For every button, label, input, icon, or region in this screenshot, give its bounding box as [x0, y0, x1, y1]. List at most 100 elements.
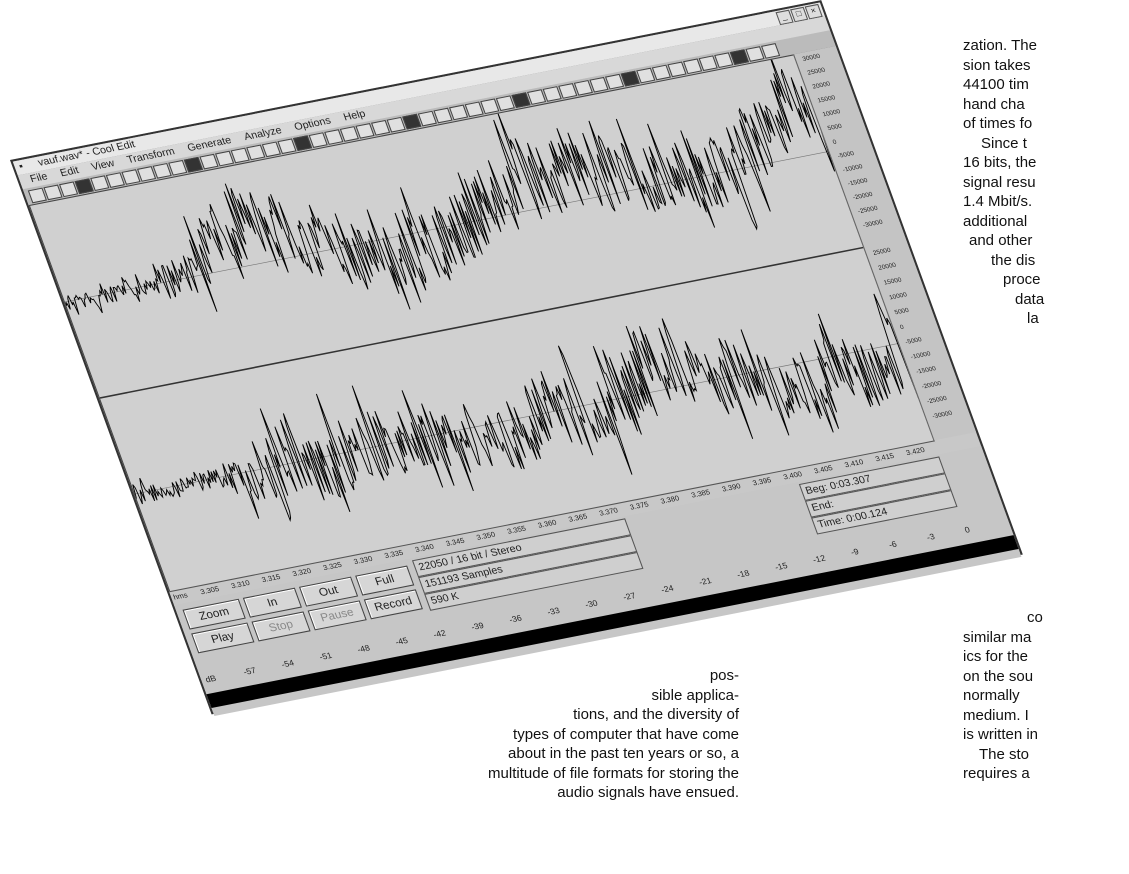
text-line: Since t — [981, 134, 1027, 152]
time-tick-label: 3.350 — [475, 531, 497, 542]
text-line: 44100 tim — [963, 76, 1029, 93]
text-line: tions, and the diversity of — [573, 706, 739, 723]
meter-scale-label: -48 — [356, 643, 372, 655]
time-tick-label: 3.305 — [199, 585, 221, 597]
text-line: medium. I — [963, 706, 1029, 724]
text-line: ics for the — [963, 648, 1029, 665]
stop-button[interactable]: Stop — [251, 611, 311, 642]
amplitude-label: 5000 — [893, 307, 910, 317]
amplitude-label: 10000 — [888, 292, 909, 302]
amplitude-label: 20000 — [877, 262, 898, 272]
amplitude-label: 20000 — [811, 81, 832, 91]
body-text-right-top: zation. The sion takes 44100 tim hand cha of… — [963, 36, 1044, 329]
pause-button[interactable]: Pause — [307, 600, 367, 631]
meter-scale-label: -12 — [811, 553, 827, 565]
amplitude-label: 30000 — [801, 53, 822, 63]
meter-scale-label: -6 — [887, 539, 899, 550]
meter-scale-label: -9 — [849, 546, 861, 558]
text-line: pos- — [709, 667, 739, 684]
text-line: requires a — [963, 765, 1030, 782]
meter-scale-label: -3 — [925, 531, 937, 543]
text-line: about in the past ten years or so, a — [508, 745, 739, 762]
body-text-left: pos-sible applica-tions, and the diversi… — [488, 666, 739, 803]
amplitude-label: -25000 — [857, 205, 879, 216]
body-text-right-bottom: co similar ma ics for the on the sou normall… — [963, 608, 1043, 784]
meter-scale-label: -27 — [621, 590, 637, 603]
time-tick-label: 3.315 — [260, 573, 282, 585]
menu-file[interactable]: File — [28, 171, 50, 186]
time-tick-label: 3.325 — [322, 561, 344, 573]
waveform-svg — [64, 54, 920, 523]
left-channel-centerline — [64, 150, 833, 303]
text-line: is written in — [963, 726, 1039, 743]
time-tick-label: 3.395 — [751, 477, 773, 488]
text-line: proce — [1003, 271, 1041, 288]
left-channel-waveform — [64, 54, 836, 315]
waveform-display[interactable] — [28, 54, 936, 594]
cool-edit-window: ▪ vauf.wav* - Cool Edit _ □ × File Edit … — [10, 0, 1023, 716]
text-line: types of computer that have come — [513, 725, 739, 743]
amplitude-label: -15000 — [847, 177, 869, 188]
time-tick-label: 3.385 — [690, 489, 712, 500]
amplitude-label: -20000 — [920, 380, 943, 391]
text-line: of times fo — [963, 115, 1033, 132]
text-line: similar ma — [963, 628, 1032, 646]
time-tick-label: 3.420 — [905, 446, 926, 458]
time-tick-label: 3.340 — [414, 543, 436, 555]
menu-edit[interactable]: Edit — [58, 164, 81, 180]
meter-scale-label: -54 — [280, 658, 296, 670]
meter-scale-label: -42 — [431, 628, 448, 640]
time-tick-label: 3.355 — [506, 525, 528, 536]
time-tick-label: 3.375 — [629, 501, 650, 512]
meter-scale-label: -51 — [318, 650, 334, 663]
meter-scale-label: dB — [204, 673, 218, 685]
time-tick-label: 3.345 — [445, 537, 466, 548]
amplitude-label: 25000 — [806, 67, 827, 77]
amplitude-label: 15000 — [816, 95, 837, 105]
amplitude-label: -20000 — [852, 191, 874, 202]
amplitude-label: -15000 — [915, 365, 938, 376]
text-line: on the sou — [963, 667, 1034, 685]
text-line: and other — [969, 232, 1033, 249]
meter-scale-label: 0 — [963, 524, 972, 535]
text-line: normally — [963, 687, 1020, 704]
channel-divider — [99, 245, 868, 399]
text-line: 1.4 Mbit/s. — [963, 193, 1033, 210]
text-line: hand cha — [963, 95, 1025, 113]
time-tick-label: 3.310 — [230, 579, 252, 591]
time-tick-label: 3.380 — [659, 495, 681, 506]
amplitude-label: -10000 — [910, 351, 932, 361]
text-line: 16 bits, the — [963, 154, 1037, 171]
text-line: sion takes — [963, 56, 1031, 74]
time-unit-label: hms — [172, 592, 189, 602]
time-tick-label: 3.360 — [537, 519, 558, 530]
meter-scale-label: -24 — [659, 583, 675, 595]
meter-scale-label: -30 — [583, 598, 600, 610]
amplitude-label: 0 — [899, 324, 905, 332]
time-tick-label: 3.335 — [383, 549, 405, 561]
text-line: data — [1015, 290, 1045, 308]
time-tick-label: 3.365 — [567, 513, 589, 524]
meter-scale-label: -39 — [469, 620, 486, 633]
amplitude-label: 10000 — [821, 108, 842, 119]
meter-scale-label: -45 — [393, 635, 410, 648]
amplitude-label: 5000 — [826, 123, 844, 133]
time-tick-label: 3.390 — [721, 483, 742, 494]
meter-scale-label: -33 — [545, 605, 562, 618]
meter-scale-label: -15 — [773, 560, 789, 573]
meter-scale-label: -18 — [735, 568, 751, 580]
amplitude-label: -25000 — [926, 395, 948, 406]
meter-scale-label: -57 — [242, 665, 258, 677]
text-line: la — [1027, 310, 1039, 327]
text-line: the dis — [991, 251, 1036, 269]
text-line: zation. The — [963, 37, 1037, 54]
record-button[interactable]: Record — [363, 589, 423, 620]
text-line: additional — [963, 212, 1028, 230]
text-line: The sto — [979, 745, 1030, 763]
time-tick-label: 3.400 — [782, 470, 804, 482]
time-tick-label: 3.405 — [813, 464, 834, 476]
amplitude-label: 0 — [832, 139, 838, 147]
amplitude-label: -30000 — [931, 410, 954, 421]
meter-scale-label: -21 — [697, 575, 713, 588]
